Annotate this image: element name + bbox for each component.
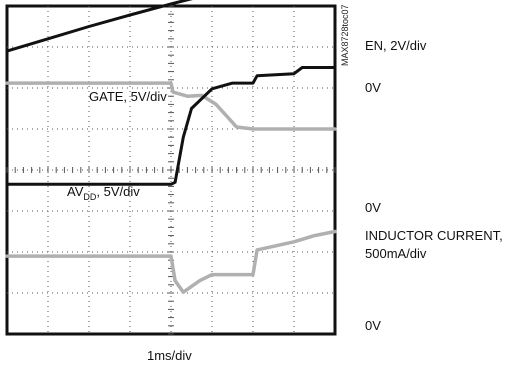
avdd-trace [5,66,337,186]
traces [5,0,337,294]
x-axis-label: 1ms/div [147,348,192,363]
figure-code: MAX8728toc07 [340,4,350,66]
grid [6,5,336,335]
inductor-zero-label: 0V [365,318,381,333]
inductor-label-line2: 500mA/div [365,246,427,261]
en-trace [5,0,193,53]
avdd-zero-label: 0V [365,200,381,215]
gate-label: GATE, 5V/div [89,89,167,104]
avdd-label: AVDD, 5V/div [67,184,140,202]
gate-trace [5,81,337,131]
en-label: EN, 2V/div [365,38,427,53]
en-zero-label: 0V [365,80,381,95]
inductor-label-line1: INDUCTOR CURRENT, [365,228,503,243]
inductor-current-trace [5,229,337,294]
